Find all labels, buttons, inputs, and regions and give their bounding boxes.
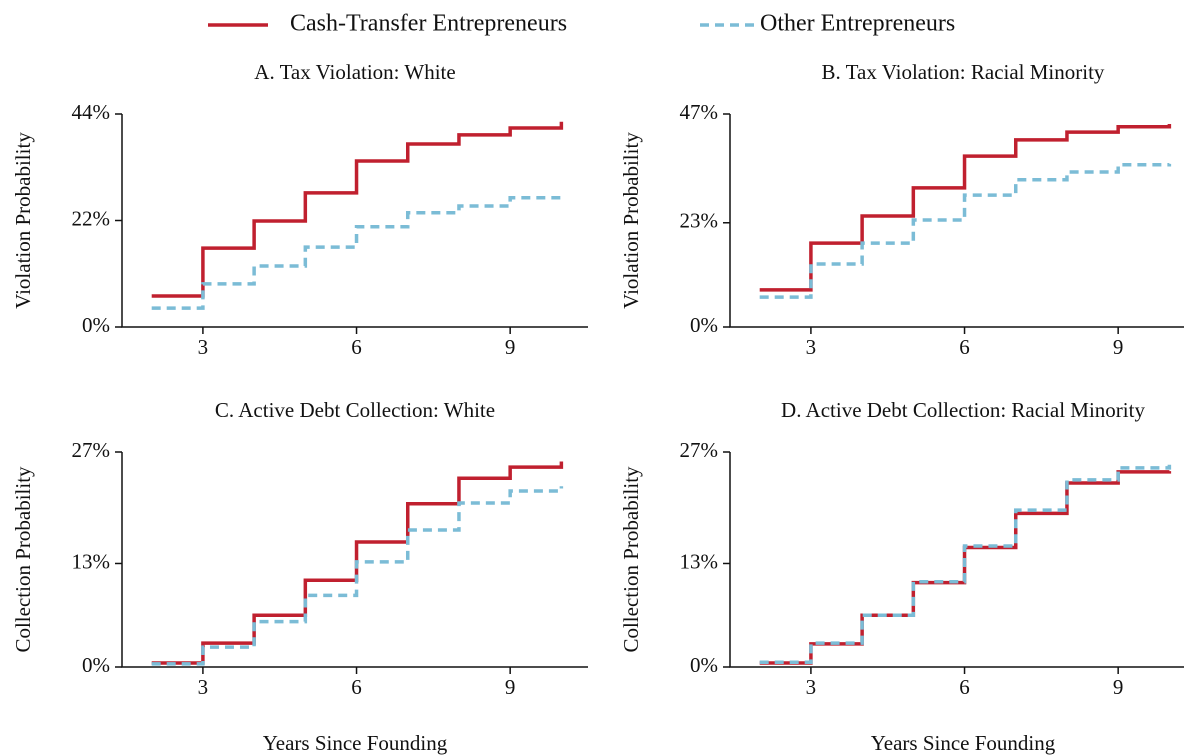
- step-line: [151, 121, 564, 298]
- x-tick-label: 3: [806, 675, 817, 699]
- x-tick-label: 6: [351, 675, 362, 699]
- x-tick-label: 9: [1113, 675, 1124, 699]
- y-tick-label: 0%: [690, 653, 718, 677]
- y-tick-label: 0%: [82, 313, 110, 337]
- y-tick-label: 22%: [72, 206, 111, 230]
- y-axis-label: Collection Probability: [11, 466, 35, 653]
- x-tick-label: 3: [198, 675, 209, 699]
- x-tick-label: 3: [198, 335, 209, 359]
- x-tick-label: 3: [806, 335, 817, 359]
- y-tick-label: 23%: [680, 209, 719, 233]
- x-tick-label: 6: [959, 675, 970, 699]
- y-tick-label: 27%: [72, 438, 111, 462]
- y-tick-label: 44%: [72, 100, 111, 124]
- x-tick-label: 9: [505, 335, 516, 359]
- y-tick-label: 47%: [680, 100, 719, 124]
- step-line: [759, 470, 1172, 665]
- step-line: [151, 195, 564, 310]
- y-tick-label: 0%: [690, 313, 718, 337]
- panel-title: B. Tax Violation: Racial Minority: [822, 60, 1105, 84]
- y-axis-label: Violation Probability: [619, 132, 643, 309]
- y-tick-label: 13%: [680, 549, 719, 573]
- x-axis-label: Years Since Founding: [871, 731, 1056, 755]
- x-tick-label: 9: [505, 675, 516, 699]
- step-line: [759, 123, 1172, 292]
- legend-label: Cash-Transfer Entrepreneurs: [290, 11, 567, 37]
- x-axis-label: Years Since Founding: [263, 731, 448, 755]
- y-tick-label: 27%: [680, 438, 719, 462]
- x-tick-label: 6: [959, 335, 970, 359]
- step-line: [759, 464, 1172, 664]
- panel-title: A. Tax Violation: White: [254, 60, 455, 84]
- y-tick-label: 13%: [72, 549, 111, 573]
- y-axis-label: Collection Probability: [619, 466, 643, 653]
- step-line: [151, 461, 564, 665]
- x-tick-label: 9: [1113, 335, 1124, 359]
- y-axis-label: Violation Probability: [11, 132, 35, 309]
- panel-title: D. Active Debt Collection: Racial Minori…: [781, 398, 1145, 422]
- step-line: [151, 486, 564, 666]
- step-line: [759, 163, 1172, 299]
- panel-title: C. Active Debt Collection: White: [215, 398, 495, 422]
- y-tick-label: 0%: [82, 653, 110, 677]
- legend-label: Other Entrepreneurs: [760, 11, 955, 37]
- x-tick-label: 6: [351, 335, 362, 359]
